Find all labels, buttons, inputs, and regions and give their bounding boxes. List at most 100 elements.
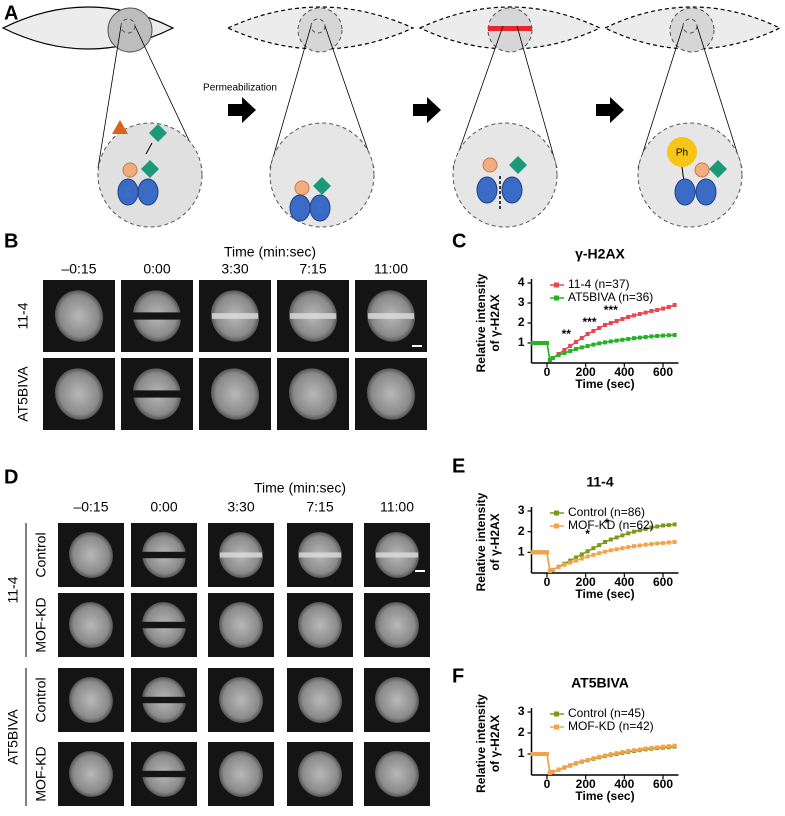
legend-label: MOF-KD (n=42)	[568, 719, 654, 733]
bright-band	[375, 552, 419, 558]
marker	[620, 750, 625, 755]
legend-label: Control (n=86)	[568, 505, 645, 519]
marker	[603, 323, 607, 327]
marker	[550, 356, 555, 360]
marker	[620, 317, 625, 321]
scale-bar	[412, 345, 422, 347]
time-heading: Time (min:sec)	[254, 480, 346, 496]
legend-marker	[554, 523, 559, 529]
row-label: Control	[33, 532, 49, 577]
marker	[649, 309, 654, 313]
marker	[637, 747, 642, 752]
marker	[550, 769, 555, 774]
y-tick-label: 3	[518, 704, 525, 718]
y-axis-label: of γ-H2AX	[488, 715, 502, 772]
marker	[536, 550, 541, 555]
marker	[585, 344, 590, 348]
marker	[643, 310, 648, 315]
nucleosome	[309, 194, 331, 222]
marker	[573, 555, 578, 560]
marker	[591, 329, 596, 333]
marker	[626, 749, 631, 754]
triangle	[112, 120, 128, 134]
diamond	[709, 160, 727, 178]
marker	[591, 546, 596, 551]
marker	[539, 341, 544, 345]
time-label: –0:15	[73, 499, 108, 515]
chart-title: AT5BIVA	[571, 675, 629, 691]
nucleus-image	[69, 751, 113, 797]
legend-label: AT5BIVA (n=36)	[568, 290, 653, 304]
bright-band	[367, 313, 415, 319]
marker	[643, 335, 648, 339]
marker	[597, 341, 602, 346]
marker	[655, 524, 660, 529]
nucleosome	[289, 194, 311, 222]
nucleus-image	[375, 602, 419, 648]
marker	[643, 542, 648, 547]
marker	[672, 540, 677, 544]
marker	[573, 340, 578, 344]
bright-band	[211, 313, 259, 319]
nucleosome	[674, 178, 696, 206]
legend-marker	[554, 282, 559, 288]
annotation: **	[562, 327, 572, 341]
cut-band	[138, 621, 190, 629]
x-axis-label: Time (sec)	[575, 377, 634, 391]
diamond	[149, 124, 167, 142]
marker	[672, 303, 677, 307]
x-tick-label: 0	[544, 365, 551, 379]
cut-band	[138, 696, 190, 704]
marker	[672, 522, 677, 527]
group-label: 11-4	[5, 576, 21, 603]
cut-band	[129, 390, 185, 398]
step-label: Permeabilization	[203, 83, 277, 94]
marker	[626, 531, 631, 536]
marker	[666, 333, 671, 338]
y-tick-label: 3	[518, 503, 525, 517]
marker	[643, 526, 648, 531]
nucleus-image	[288, 368, 338, 420]
marker	[573, 761, 578, 766]
time-label: –0:15	[61, 261, 96, 277]
marker	[649, 525, 654, 530]
marker	[661, 306, 666, 311]
marker	[568, 558, 573, 563]
nucleosome	[476, 176, 498, 204]
y-axis-label: Relative intensity	[474, 492, 488, 591]
marker	[530, 550, 535, 555]
marker	[544, 341, 549, 345]
panel-label: F	[452, 665, 464, 687]
marker	[637, 335, 642, 340]
marker	[614, 751, 619, 756]
marker	[655, 541, 660, 546]
cut-band	[129, 312, 185, 320]
zoom-lines	[269, 25, 375, 169]
marker	[597, 326, 602, 330]
nucleus-image	[69, 532, 113, 578]
marker	[672, 743, 677, 748]
time-label: 3:30	[227, 499, 254, 515]
marker	[597, 543, 602, 548]
y-tick-label: 2	[518, 315, 525, 329]
nucleus-image	[54, 290, 104, 342]
y-tick-label: 1	[518, 545, 525, 559]
protein	[482, 157, 498, 173]
chart-title: 11-4	[586, 474, 613, 490]
marker	[649, 745, 654, 750]
marker	[603, 340, 607, 345]
marker	[547, 358, 552, 362]
x-axis-label: Time (sec)	[575, 789, 634, 803]
marker	[626, 337, 631, 341]
series-line	[532, 541, 675, 572]
x-tick-label: 600	[653, 365, 673, 379]
marker	[536, 752, 541, 756]
marker	[568, 349, 573, 353]
marker	[536, 341, 541, 345]
row-label: AT5BIVA	[15, 366, 31, 422]
x-tick-label: 200	[576, 575, 596, 589]
zoom-circle	[452, 122, 558, 228]
protein	[294, 180, 310, 196]
marker	[530, 752, 535, 756]
marker	[585, 549, 590, 554]
